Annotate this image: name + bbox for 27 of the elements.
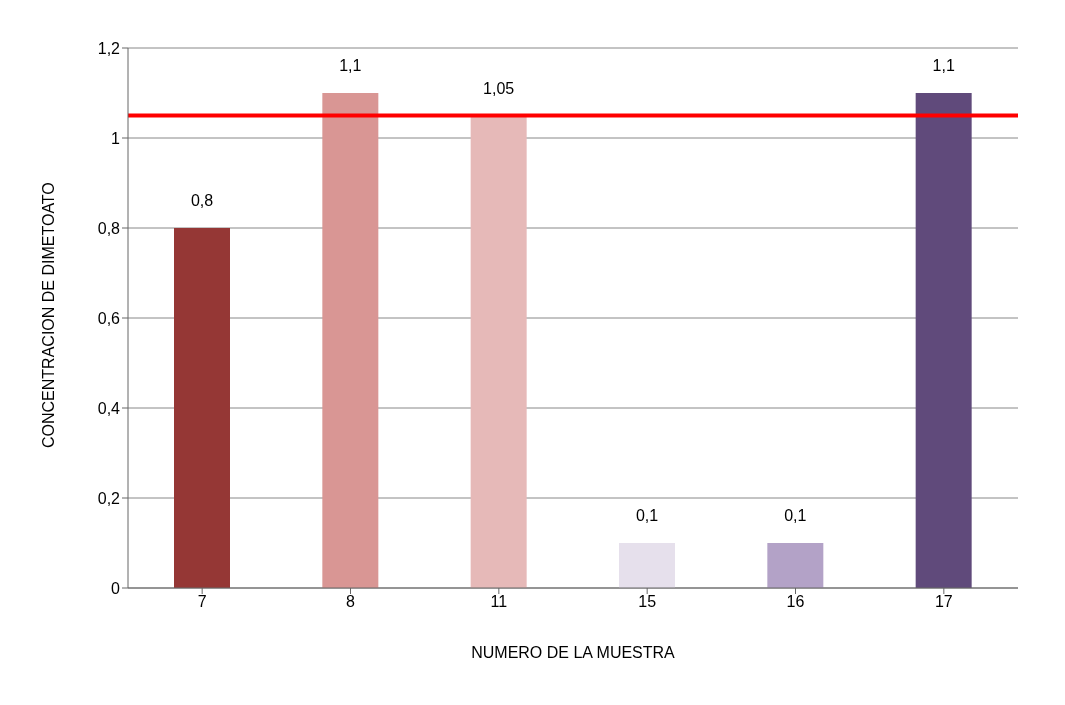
y-tick-label: 0,4 bbox=[97, 399, 121, 417]
bar bbox=[470, 115, 527, 588]
x-tick-label: 8 bbox=[346, 593, 356, 611]
data-label: 1,05 bbox=[483, 79, 515, 97]
data-label: 1,1 bbox=[932, 57, 955, 74]
y-tick-label: 1,2 bbox=[97, 39, 121, 57]
bar bbox=[174, 228, 230, 588]
data-label: 0,1 bbox=[635, 507, 659, 524]
bar bbox=[322, 93, 379, 588]
y-tick-label: 0 bbox=[111, 579, 121, 597]
data-label: 1,1 bbox=[339, 57, 362, 74]
bar bbox=[915, 93, 972, 588]
y-tick-label: 0,8 bbox=[97, 219, 121, 237]
data-label: 0,8 bbox=[190, 192, 214, 209]
y-tick-label: 0,2 bbox=[97, 489, 121, 507]
bar bbox=[767, 543, 824, 588]
y-tick-label: 1 bbox=[111, 129, 121, 147]
x-tick-label: 15 bbox=[638, 593, 657, 611]
data-label: 0,1 bbox=[784, 507, 807, 524]
y-axis-title: CONCENTRACION DE DIMETOATO bbox=[39, 182, 57, 448]
x-tick-label: 17 bbox=[934, 593, 953, 611]
x-tick-label: 16 bbox=[786, 593, 805, 611]
y-tick-label: 0,6 bbox=[97, 309, 121, 327]
bar bbox=[619, 543, 675, 588]
x-tick-label: 7 bbox=[197, 593, 207, 611]
x-axis-title: NUMERO DE LA MUESTRA bbox=[471, 644, 676, 661]
x-tick-label: 11 bbox=[490, 593, 508, 611]
